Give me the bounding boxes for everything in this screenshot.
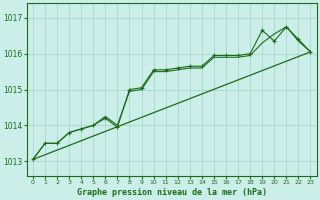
X-axis label: Graphe pression niveau de la mer (hPa): Graphe pression niveau de la mer (hPa) [77,188,267,197]
